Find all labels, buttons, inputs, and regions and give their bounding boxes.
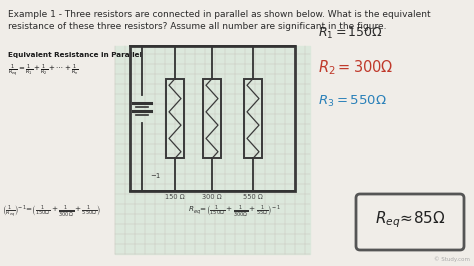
Text: $\left(\frac{1}{R_{eq}}\right)^{\!\!-1}\!\!=\!\left(\frac{1}{150\Omega}+\frac{1}: $\left(\frac{1}{R_{eq}}\right)^{\!\!-1}\…	[2, 204, 101, 220]
Text: $\frac{1}{R_{eq}}=\frac{1}{R_1}+\frac{1}{R_2}+\cdots+\frac{1}{R_n}$: $\frac{1}{R_{eq}}=\frac{1}{R_1}+\frac{1}…	[8, 62, 79, 78]
Text: $R_1=150\Omega$: $R_1=150\Omega$	[318, 26, 383, 41]
Bar	[244, 79, 262, 158]
FancyBboxPatch shape	[356, 194, 464, 250]
Text: 550 Ω: 550 Ω	[243, 194, 263, 200]
Bar	[203, 79, 221, 158]
Text: $R_3=550\Omega$: $R_3=550\Omega$	[318, 94, 387, 109]
Text: resistance of these three resistors? Assume all number are significant in the fi: resistance of these three resistors? Ass…	[8, 22, 386, 31]
Text: 150 Ω: 150 Ω	[165, 194, 185, 200]
Text: Example 1 - Three resistors are connected in parallel as shown below. What is th: Example 1 - Three resistors are connecte…	[8, 10, 430, 19]
Text: $^{-1}$: $^{-1}$	[150, 173, 162, 183]
Text: © Study.com: © Study.com	[434, 256, 470, 262]
Text: 300 Ω: 300 Ω	[202, 194, 222, 200]
Bar	[130, 46, 295, 191]
Text: $R_{eq}\!=\!\left(\frac{1}{150\Omega}+\frac{1}{\overline{300\Omega}}+\frac{1}{55: $R_{eq}\!=\!\left(\frac{1}{150\Omega}+\f…	[188, 204, 282, 219]
Text: $R_2=300\Omega$: $R_2=300\Omega$	[318, 58, 393, 77]
Text: Equivalent Resistance in Parallel: Equivalent Resistance in Parallel	[8, 52, 142, 58]
Text: $R_{eq}\!\approx\!85\Omega$: $R_{eq}\!\approx\!85\Omega$	[374, 210, 446, 230]
Bar	[166, 79, 184, 158]
Bar	[115, 46, 310, 254]
